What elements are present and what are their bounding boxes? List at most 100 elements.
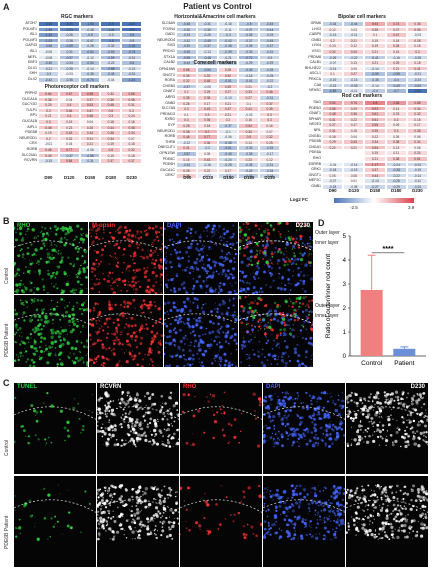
heatmap-cell: 0.36 (176, 173, 197, 179)
figure-title: Patient vs Control (183, 2, 252, 11)
heatmap-cell: -4.57 (121, 21, 142, 27)
y-tick-label: 0 (343, 354, 347, 360)
heatmap-row: PROX1 -0.45 -0.13 -0.39 -0.33 -0.31 (150, 48, 280, 55)
heatmap-cell: 0.39 (176, 72, 197, 79)
heatmap-cell: 0.64 (58, 158, 80, 164)
heatmap-cell: -0.34 (58, 60, 80, 66)
channel-label: DAPI (266, 384, 281, 390)
heatmap-row: ONECUT1 0.41 -0.2 -0.61 -0.33 -0.35 (150, 145, 280, 151)
gene-label: GAD1 (165, 32, 175, 37)
heatmap-cell: 0.28 (79, 124, 101, 131)
heatmap-cell: -0.37 (217, 122, 239, 129)
heatmap-cell: 0.07 (121, 135, 142, 142)
heatmap-cell: 0.15 (385, 48, 407, 55)
heatmap-cell: 0.41 (176, 145, 197, 151)
heatmap-cell: 0.18 (196, 122, 218, 129)
gene-label: GNAT2 (163, 89, 175, 94)
gene-label: LHX4 (312, 43, 321, 48)
heatmap-cell: -0.48 (196, 54, 218, 61)
heatmap-cell: 0.39 (406, 26, 429, 33)
heatmap-cell: 1.17 (364, 161, 386, 168)
heatmap-cell: -0.16 (385, 54, 407, 61)
heatmap-cell: -0.33 (238, 145, 260, 151)
heatmap-cell: 0.92 (322, 100, 344, 106)
heatmap-cell: -0.12 (176, 139, 197, 146)
heatmap-row: CA8 -0.22 -0.33 -0.14 -0.49 -0.53 (296, 82, 429, 89)
heatmap-row: RORA 0.32 0.48 -0.51 -0.41 -0.22 (150, 78, 280, 84)
gene-label: ATOH7 (25, 21, 37, 25)
heatmap-cell: 0.32 (100, 91, 122, 97)
heatmap-row: DLX1 -0.21 -0.28 -0.14 -0.88 -0.15 (12, 65, 142, 72)
legend-high: 3.9 (408, 205, 415, 210)
heatmap-cell: 1.34 (385, 100, 407, 106)
heatmap-cell: -0.24 (406, 76, 429, 83)
gene-label: NR2E3 (309, 122, 321, 127)
gene-label: LHX3 (312, 26, 321, 31)
heatmap-title: Photoreceptor cell markers (44, 84, 110, 90)
heatmap-cell: 0.09 (385, 122, 407, 128)
heatmap-cell: 0.34 (364, 139, 386, 145)
gene-label: SLC7A5 (161, 106, 175, 111)
heatmap-cell: -0.3 (217, 173, 239, 179)
heatmap-cell: 0.55 (364, 122, 386, 128)
heatmap-cone: Cone cell markers OPN1MW 0.56 -0.53 0.28 -0.4… (150, 60, 280, 179)
row-label: PDE6B Patient (4, 515, 10, 549)
heatmap-cell: -0.15 (343, 76, 365, 83)
heatmap-cell: 0.16 (259, 122, 280, 129)
heatmap-cell: -0.16 (217, 21, 239, 27)
heatmap-cell: -0.35 (259, 145, 280, 151)
heatmap-cell: 0.68 (121, 91, 142, 97)
channel-label: RCVRN (100, 384, 122, 390)
heatmap-cell: 0.36 (343, 111, 365, 117)
heatmap-cell: 0.03 (343, 26, 365, 33)
heatmap-title: Rod cell markers (341, 93, 383, 99)
heatmap-cell: -0.04 (322, 161, 344, 168)
heatmap-rod: Rod cell markers SAG 0.92 0.74 1.8 1.34 0.68 PD… (296, 93, 429, 190)
heatmap-row: PDE6B 0.29 0.43 0.34 0.38 0.34 (296, 139, 429, 145)
heatmap-cell: -0.28 (217, 162, 239, 168)
heatmap-title: Horizontal&Amacrine cell markers (174, 14, 256, 20)
heatmap-row: PRPH2 0.64 0.67 0.98 0.32 0.68 (12, 91, 142, 97)
heatmap-cell: -0.24 (385, 161, 407, 168)
heatmap-cell: 0.27 (217, 89, 239, 95)
heatmap-cell: -0.31 (259, 48, 280, 55)
heatmap-cell: 0.5 (100, 107, 122, 114)
column-label: D90 (44, 175, 53, 180)
heatmap-cell: -0.34 (322, 21, 344, 27)
heatmap-cell: 0.36 (196, 139, 218, 146)
heatmap-cell: 0.05 (322, 172, 344, 179)
heatmap-row: STX1A -0.55 -0.48 -0.21 -0.71 -0.3 (150, 54, 280, 61)
heatmap-cell: -0.13 (322, 32, 344, 38)
heatmap-cell: -0.24 (406, 183, 429, 190)
heatmap-cell: -0.25 (406, 54, 429, 61)
heatmap-cell: -0.42 (38, 76, 59, 83)
heatmap-cell: -0.55 (176, 54, 197, 61)
heatmap-cell: 0.12 (259, 156, 280, 163)
heatmap-row: SYP 0.28 0.18 -0.37 0.54 0.16 (150, 122, 280, 129)
heatmap-cell: 0.05 (406, 144, 429, 151)
heatmap-cell: 0.36 (100, 96, 122, 103)
heatmap-cell: -0.11 (343, 88, 365, 94)
gene-label: SAG (313, 100, 321, 104)
row-label: PDE6B Patient (4, 323, 10, 357)
heatmap-row: OPN1SW -0.57 0.05 -0.45 -0.35 -0.17 (150, 150, 280, 157)
heatmap-cell: -0.41 (364, 54, 386, 61)
heatmap-cell: 0.31 (79, 135, 101, 142)
heatmap-cell: -0.24 (406, 161, 429, 168)
heatmap-cell: 0.32 (322, 48, 344, 55)
heatmap-cell: 0.34 (406, 105, 429, 112)
heatmap-cell: 0.07 (259, 128, 280, 135)
heatmap-cell: 0.46 (100, 102, 122, 108)
heatmap-cell: -0.44 (259, 26, 280, 33)
column-label: D90 (328, 188, 337, 193)
heatmap-row: PDE6H -0.34 -0.15 -0.28 -0.35 -0.31 (150, 162, 280, 168)
heatmap-row: ISL1 -0.06 -0.31 -0.62 -0.53 -0.76 (12, 48, 142, 55)
heatmap-cell: -0.29 (385, 183, 407, 190)
heatmap-cell: -0.41 (238, 78, 260, 84)
heatmap-cell: 0.21 (364, 48, 386, 55)
heatmap-cell: 0.25 (38, 102, 59, 108)
heatmap-row: ASCL1 0.1 0.27 -0.59 -0.58 -0.21 (296, 71, 429, 77)
microscopy-image: D230 (346, 383, 428, 474)
heatmap-cell: -1.03 (38, 37, 59, 44)
heatmap-cell: -1.56 (79, 21, 101, 27)
